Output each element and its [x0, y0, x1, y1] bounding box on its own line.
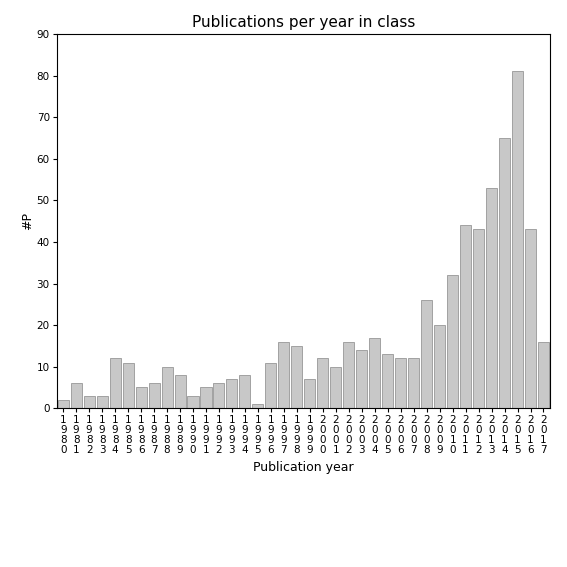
Bar	[434, 325, 445, 408]
Bar	[369, 337, 380, 408]
Bar	[291, 346, 302, 408]
Bar	[96, 396, 108, 408]
Bar	[278, 342, 289, 408]
Bar	[331, 367, 341, 408]
Bar	[71, 383, 82, 408]
Bar	[226, 379, 238, 408]
Bar	[512, 71, 523, 408]
Bar	[538, 342, 549, 408]
Bar	[304, 379, 315, 408]
Bar	[525, 230, 536, 408]
Bar	[239, 375, 251, 408]
X-axis label: Publication year: Publication year	[253, 461, 354, 474]
Bar	[447, 275, 458, 408]
Bar	[122, 362, 134, 408]
Bar	[58, 400, 69, 408]
Bar	[460, 225, 471, 408]
Bar	[213, 383, 225, 408]
Bar	[356, 350, 367, 408]
Bar	[395, 358, 406, 408]
Bar	[265, 362, 276, 408]
Bar	[318, 358, 328, 408]
Bar	[84, 396, 95, 408]
Bar	[408, 358, 419, 408]
Bar	[188, 396, 198, 408]
Bar	[162, 367, 172, 408]
Bar	[109, 358, 121, 408]
Bar	[473, 230, 484, 408]
Bar	[175, 375, 185, 408]
Y-axis label: #P: #P	[21, 212, 34, 230]
Bar	[136, 387, 147, 408]
Bar	[499, 138, 510, 408]
Bar	[252, 404, 264, 408]
Bar	[486, 188, 497, 408]
Title: Publications per year in class: Publications per year in class	[192, 15, 415, 30]
Bar	[343, 342, 354, 408]
Bar	[421, 300, 432, 408]
Bar	[149, 383, 159, 408]
Bar	[382, 354, 393, 408]
Bar	[201, 387, 211, 408]
